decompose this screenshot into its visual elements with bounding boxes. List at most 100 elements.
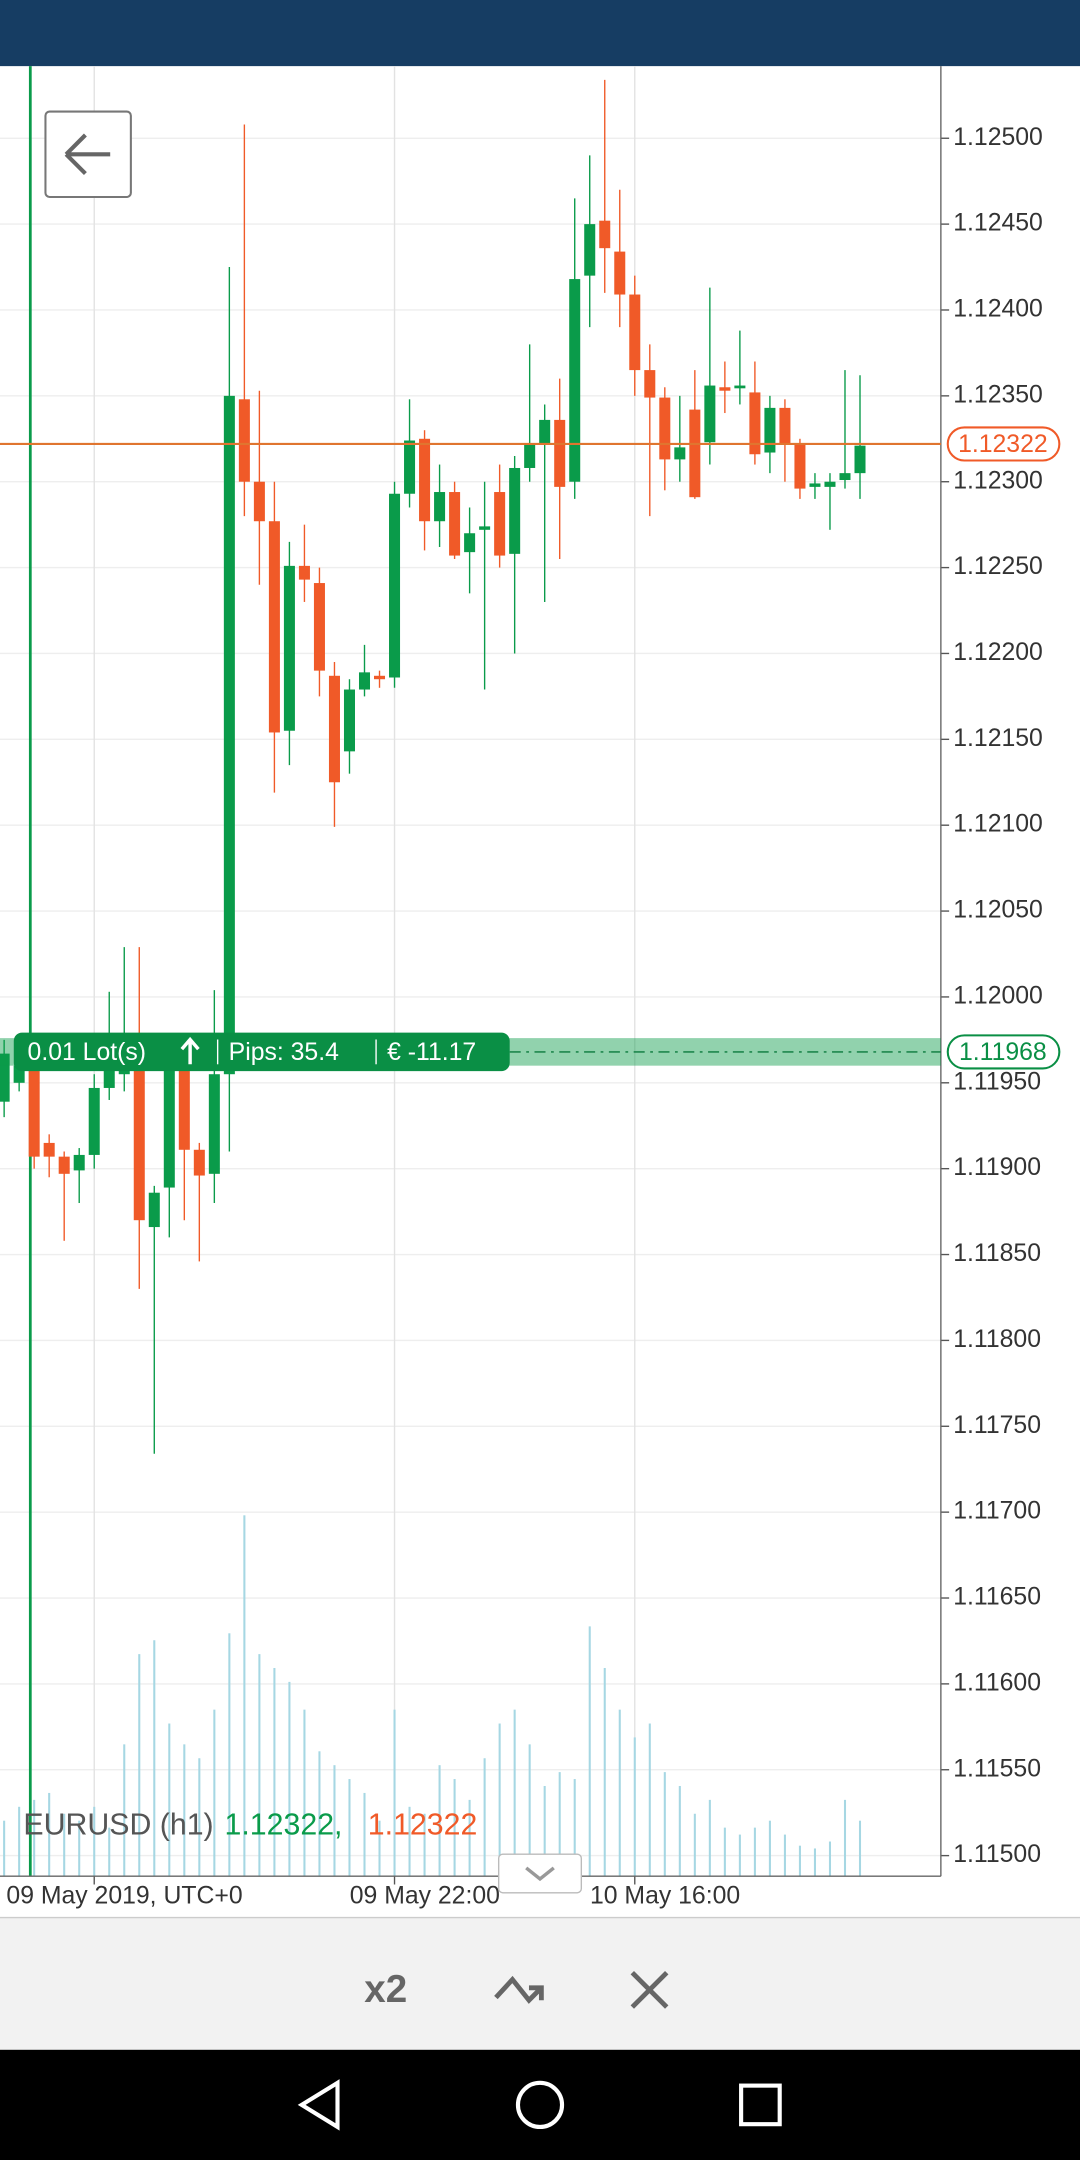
candle-body [569, 279, 581, 482]
candle-body [824, 481, 836, 487]
chart-type-button[interactable] [494, 1975, 544, 2004]
candle-body [103, 1067, 115, 1088]
x-tick-label: 09 May 2019, UTC+0 [6, 1882, 242, 1909]
candle-body [734, 385, 746, 389]
expand-button[interactable] [497, 1853, 583, 1894]
expand-frame[interactable] [497, 1853, 583, 1894]
y-tick-label: 1.11800 [953, 1326, 1041, 1353]
candle-body [764, 407, 776, 453]
candle-body [434, 492, 446, 522]
candle-body [28, 1067, 40, 1157]
volume-bar [858, 1820, 862, 1877]
y-tick-label: 1.12250 [953, 553, 1043, 580]
back-arrow [64, 133, 111, 176]
volume-bar [168, 1723, 171, 1877]
volume-bar [678, 1785, 681, 1877]
volume-bar [408, 1806, 411, 1877]
y-tick-label: 1.12450 [953, 210, 1043, 237]
candle-body [419, 438, 431, 522]
status-bar [0, 0, 1080, 67]
y-tick-label: 1.12000 [953, 982, 1043, 1009]
volume-bar [288, 1681, 291, 1877]
volume-bar [753, 1827, 756, 1877]
volume-bar [393, 1709, 396, 1877]
volume-bar [468, 1799, 471, 1877]
volume-bar [183, 1744, 186, 1877]
candle-body [659, 397, 671, 460]
volume-bar [48, 1792, 51, 1877]
y-tick-label: 1.11500 [953, 1841, 1041, 1868]
volume-bar [453, 1779, 456, 1877]
volume-bar [693, 1813, 696, 1877]
candle-body [133, 1067, 145, 1221]
volume-bar [498, 1723, 501, 1877]
y-tick-label: 1.11750 [953, 1412, 1041, 1439]
nav-home[interactable] [515, 2080, 565, 2130]
candle-body [779, 407, 791, 444]
toolbar [0, 1917, 1080, 2050]
candle-body [389, 493, 401, 678]
candle-body [268, 521, 280, 733]
volume-bar [708, 1799, 711, 1877]
y-tick-label: 1.12200 [953, 639, 1043, 666]
nav-back[interactable] [297, 2079, 340, 2131]
candle-body [644, 370, 656, 398]
nav-recents[interactable] [739, 2083, 782, 2127]
y-tick-label: 1.12300 [953, 467, 1043, 494]
candle-body [839, 473, 851, 481]
y-tick-label: 1.11550 [953, 1755, 1041, 1782]
candle-body [524, 443, 536, 468]
position-label-box [13, 1032, 510, 1072]
navigation-bar [0, 2049, 1080, 2160]
candle-body [584, 224, 596, 276]
candle-body [494, 492, 506, 556]
volume-bar [273, 1668, 276, 1877]
y-tick-label: 1.12050 [953, 897, 1043, 924]
volume-bar [138, 1654, 141, 1877]
back-button[interactable] [44, 110, 132, 199]
volume-bar [528, 1744, 531, 1877]
candle-body [674, 447, 686, 460]
volume-bar [303, 1709, 306, 1877]
candle-body [404, 440, 416, 494]
y-tick-label: 1.12350 [953, 381, 1043, 408]
volume-bar [213, 1709, 216, 1877]
volume-bar [663, 1772, 666, 1877]
candle-body [163, 1067, 175, 1188]
zoom-button[interactable]: x2 [364, 1968, 407, 2011]
volume-bar [603, 1668, 606, 1877]
close-button[interactable] [630, 1970, 669, 2009]
y-tick-label: 1.11900 [953, 1154, 1041, 1181]
legend-bid: 1.12322, [225, 1809, 343, 1842]
volume-bar [378, 1820, 381, 1877]
candle-body [629, 294, 641, 371]
volume-bar [63, 1813, 66, 1877]
candle-body [464, 533, 476, 553]
volume-bar [633, 1737, 636, 1877]
volume-bar [18, 1806, 21, 1877]
candle-body [794, 443, 806, 489]
candle-body [148, 1192, 160, 1228]
volume-bar [363, 1792, 366, 1877]
volume-bar [483, 1758, 486, 1877]
y-tick-label: 1.12100 [953, 811, 1043, 838]
volume-bar [228, 1633, 231, 1877]
volume-bar [333, 1765, 336, 1877]
y-tick-label: 1.11950 [953, 1068, 1041, 1095]
candle-body [13, 1065, 25, 1083]
volume-bar [648, 1723, 651, 1877]
volume-bar [243, 1515, 246, 1877]
candle-body [0, 1053, 10, 1102]
candle-body [58, 1156, 70, 1174]
candle-body [554, 419, 566, 487]
candle-body [374, 675, 386, 680]
y-tick-label: 1.11650 [953, 1584, 1041, 1611]
volume-bar [783, 1834, 786, 1877]
volume-bar [3, 1820, 6, 1877]
volume-bar [738, 1834, 741, 1877]
position-price-box [946, 1034, 1061, 1070]
position-price-label: 1.11968 [959, 1039, 1047, 1066]
volume-bar [813, 1848, 816, 1877]
